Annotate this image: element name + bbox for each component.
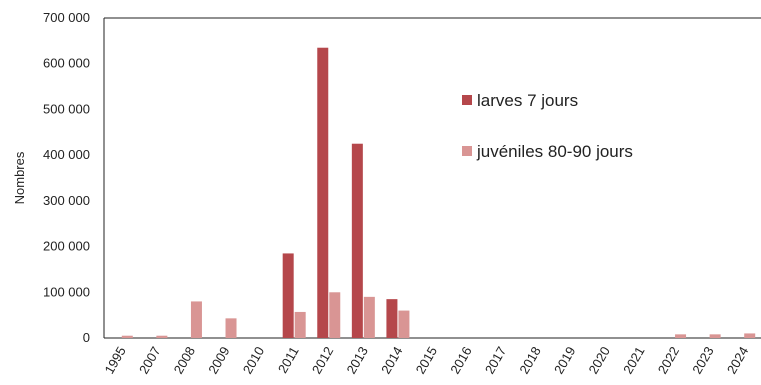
x-tick-label: 2023 bbox=[689, 344, 716, 377]
x-tick-label: 2007 bbox=[136, 344, 163, 377]
y-tick-label: 0 bbox=[83, 330, 90, 345]
y-axis-title: Nombres bbox=[12, 151, 27, 204]
bar-juveniles-2023 bbox=[709, 334, 721, 338]
x-tick-label: 2013 bbox=[343, 344, 370, 377]
y-tick-label: 500 000 bbox=[43, 101, 90, 116]
x-tick-label: 2017 bbox=[482, 344, 509, 377]
bar-juveniles-2011 bbox=[294, 311, 306, 338]
x-tick-label: 2008 bbox=[171, 344, 198, 377]
x-tick-label: 1995 bbox=[101, 344, 128, 377]
bar-juveniles-2009 bbox=[225, 318, 237, 338]
legend-label-larves: larves 7 jours bbox=[477, 91, 578, 110]
x-tick-label: 2019 bbox=[551, 344, 578, 377]
y-tick-label: 400 000 bbox=[43, 147, 90, 162]
bar-larves-2014 bbox=[386, 299, 398, 338]
x-tick-label: 2014 bbox=[378, 344, 405, 377]
bar-juveniles-1995 bbox=[121, 335, 133, 338]
bar-larves-2011 bbox=[282, 253, 294, 338]
x-tick-label: 2024 bbox=[724, 344, 751, 377]
bar-juveniles-2024 bbox=[744, 333, 756, 338]
bar-juveniles-2013 bbox=[363, 296, 375, 338]
x-tick-label: 2015 bbox=[413, 344, 440, 377]
y-tick-label: 200 000 bbox=[43, 239, 90, 254]
y-tick-label: 300 000 bbox=[43, 193, 90, 208]
bar-juveniles-2008 bbox=[190, 301, 202, 338]
y-axis-title-group: Nombres bbox=[12, 151, 27, 204]
x-tick-label: 2016 bbox=[447, 344, 474, 377]
bar-juveniles-2012 bbox=[329, 292, 341, 338]
x-tick-label: 2020 bbox=[586, 344, 613, 377]
bar-larves-2012 bbox=[317, 47, 329, 338]
x-tick-labels: 1995 2007 2008 2009 2010 2011 2012 2013 2014 2015… bbox=[101, 344, 751, 377]
x-tick-label: 2022 bbox=[655, 344, 682, 377]
legend-label-juveniles: juvéniles 80-90 jours bbox=[476, 142, 633, 161]
y-tick-label: 600 000 bbox=[43, 56, 90, 71]
y-tick-label: 700 000 bbox=[43, 10, 90, 25]
x-tick-label: 2012 bbox=[309, 344, 336, 377]
y-tick-labels: 0 100 000 200 000 300 000 400 000 500 000 600 … bbox=[43, 10, 90, 345]
y-tick-label: 100 000 bbox=[43, 284, 90, 299]
legend: larves 7 jours juvéniles 80-90 jours bbox=[462, 91, 633, 161]
x-tick-label: 2010 bbox=[240, 344, 267, 377]
bar-juveniles-2007 bbox=[156, 335, 168, 338]
legend-swatch-larves bbox=[462, 95, 472, 105]
bar-juveniles-2014 bbox=[398, 310, 410, 338]
x-tick-label: 2009 bbox=[205, 344, 232, 377]
legend-swatch-juveniles bbox=[462, 146, 472, 156]
bar-larves-2013 bbox=[351, 143, 363, 338]
bars-group bbox=[121, 47, 756, 338]
bar-juveniles-2022 bbox=[675, 334, 687, 338]
x-tick-label: 2018 bbox=[516, 344, 543, 377]
x-tick-label: 2021 bbox=[620, 344, 647, 377]
x-tick-label: 2011 bbox=[275, 344, 302, 376]
